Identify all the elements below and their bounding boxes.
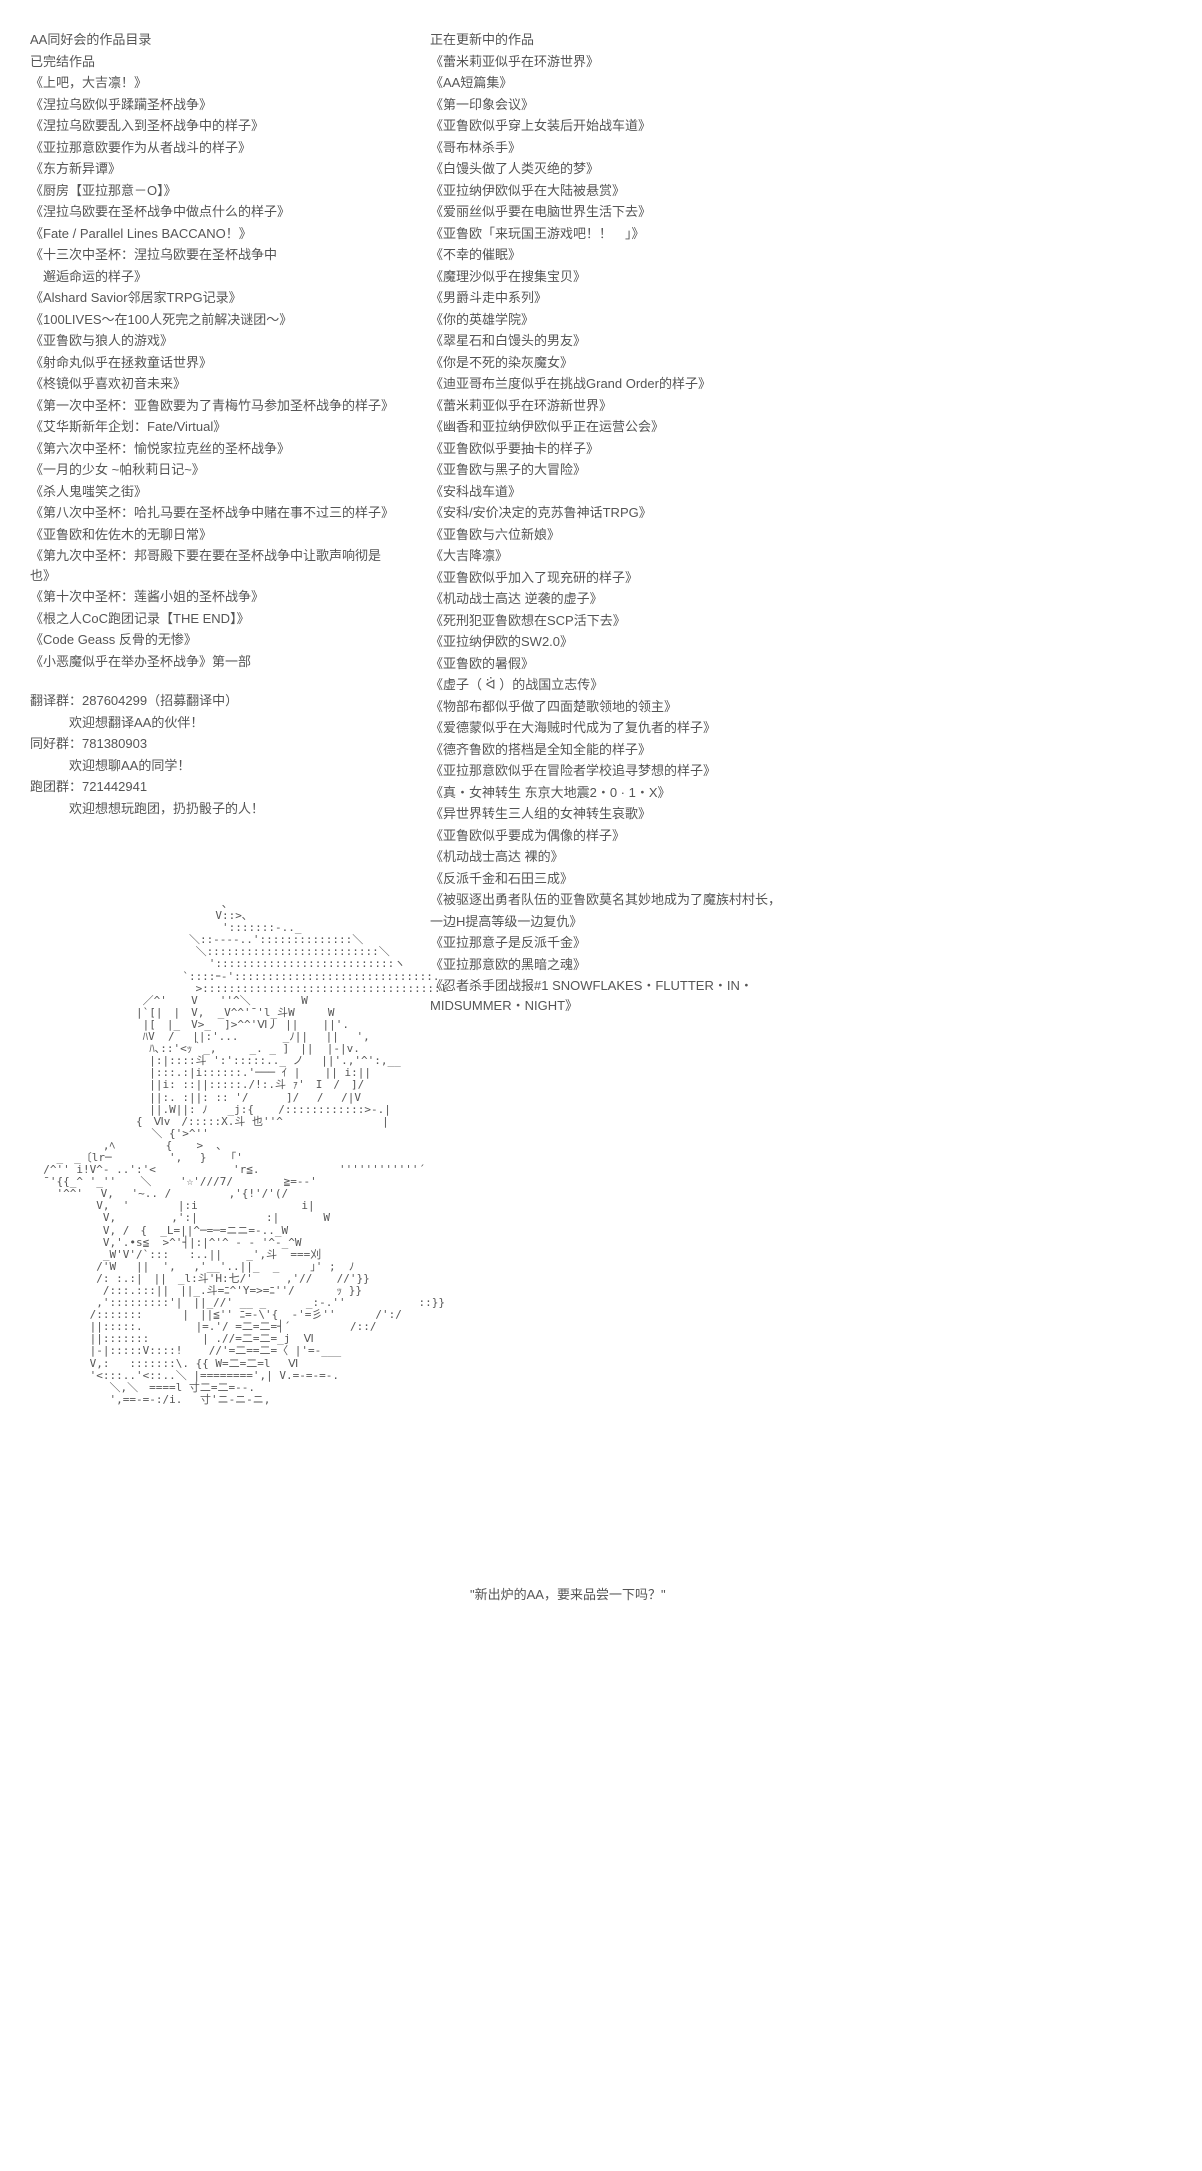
- completed-work-item: 《涅拉乌欧要乱入到圣杯战争中的样子》: [30, 116, 400, 136]
- updating-work-item: 《机动战士高达 逆袭的虚子》: [430, 589, 820, 609]
- updating-work-item: 《你的英雄学院》: [430, 310, 820, 330]
- completed-work-item: 《涅拉乌欧似乎蹂躏圣杯战争》: [30, 95, 400, 115]
- updating-work-item: 《亚拉那意子是反派千金》: [430, 933, 820, 953]
- updating-work-item: 《亚鲁欧「来玩国王游戏吧！！ 」》: [430, 224, 820, 244]
- completed-work-item: 《艾华斯新年企划：Fate/Virtual》: [30, 417, 400, 437]
- completed-work-item: 《第十次中圣杯：莲酱小姐的圣杯战争》: [30, 587, 400, 607]
- updating-work-item: 《德齐鲁欧的搭档是全知全能的样子》: [430, 740, 820, 760]
- updating-work-item: 《白馒头做了人类灭绝的梦》: [430, 159, 820, 179]
- updating-work-item: 《爱丽丝似乎要在电脑世界生活下去》: [430, 202, 820, 222]
- updating-work-item: 一边H提高等级一边复仇》: [430, 912, 820, 932]
- updating-work-item: 《异世界转生三人组的女神转生哀歌》: [430, 804, 820, 824]
- completed-work-item: 《东方新异谭》: [30, 159, 400, 179]
- updating-work-item: 《亚拉那意欧的黑暗之魂》: [430, 955, 820, 975]
- updating-work-item: 《亚鲁欧似乎加入了现充研的样子》: [430, 568, 820, 588]
- updating-work-item: 《忍者杀手团战报#1 SNOWFLAKES・FLUTTER・IN・MIDSUMM…: [430, 976, 820, 1015]
- completed-work-item: 《Code Geass 反骨的无惨》: [30, 630, 400, 650]
- completed-work-item: 《涅拉乌欧要在圣杯战争中做点什么的样子》: [30, 202, 400, 222]
- updating-work-item: 《AA短篇集》: [430, 73, 820, 93]
- catalog-title: AA同好会的作品目录: [30, 30, 400, 50]
- fan-group-sub: 欢迎想聊AA的同学！: [30, 756, 400, 776]
- updating-work-item: 《亚鲁欧似乎要抽卡的样子》: [430, 439, 820, 459]
- trpg-group: 跑团群：721442941: [30, 777, 400, 797]
- completed-work-item: 《亚鲁欧与狼人的游戏》: [30, 331, 400, 351]
- updating-work-item: 《物部布都似乎做了四面楚歌领地的领主》: [430, 697, 820, 717]
- completed-work-item: 《第一次中圣杯：亚鲁欧要为了青梅竹马参加圣杯战争的样子》: [30, 396, 400, 416]
- completed-work-item: 《根之人CoC跑团记录【THE END】》: [30, 609, 400, 629]
- updating-work-item: 《蕾米莉亚似乎在环游新世界》: [430, 396, 820, 416]
- updating-work-item: 《安科战车道》: [430, 482, 820, 502]
- updating-works-list: 《蕾米莉亚似乎在环游世界》《AA短篇集》《第一印象会议》《亚鲁欧似乎穿上女装后开…: [430, 52, 820, 1016]
- completed-work-item: 《射命丸似乎在拯救童话世界》: [30, 353, 400, 373]
- updating-work-item: 《哥布林杀手》: [430, 138, 820, 158]
- updating-work-item: 《翠星石和白馒头的男友》: [430, 331, 820, 351]
- completed-work-item: 邂逅命运的样子》: [30, 267, 400, 287]
- completed-work-item: 《亚鲁欧和佐佐木的无聊日常》: [30, 525, 400, 545]
- updating-work-item: 《亚拉那意欧似乎在冒险者学校追寻梦想的样子》: [430, 761, 820, 781]
- completed-work-item: 《厨房【亚拉那意－O】》: [30, 181, 400, 201]
- updating-work-item: 《安科/安价决定的克苏鲁神话TRPG》: [430, 503, 820, 523]
- updating-work-item: 《亚鲁欧似乎要成为偶像的样子》: [430, 826, 820, 846]
- completed-work-item: 《第八次中圣杯：哈扎马要在圣杯战争中赌在事不过三的样子》: [30, 503, 400, 523]
- updating-work-item: 《亚鲁欧似乎穿上女装后开始战车道》: [430, 116, 820, 136]
- updating-work-item: 《被驱逐出勇者队伍的亚鲁欧莫名其妙地成为了魔族村村长，: [430, 890, 820, 910]
- completed-work-item: 《小恶魔似乎在举办圣杯战争》第一部: [30, 652, 400, 672]
- completed-work-item: 《十三次中圣杯：涅拉乌欧要在圣杯战争中: [30, 245, 400, 265]
- completed-work-item: 《上吧，大吉凛！》: [30, 73, 400, 93]
- fan-group: 同好群：781380903: [30, 734, 400, 754]
- updating-work-item: 《魔理沙似乎在搜集宝贝》: [430, 267, 820, 287]
- ascii-art: ､ V::>､ ':::::::-.._ ＼::----..':::::::::…: [30, 898, 400, 1406]
- quote-text: "新出炉的AA，要来品尝一下吗？": [430, 1585, 820, 1605]
- trpg-group-sub: 欢迎想想玩跑团，扔扔骰子的人！: [30, 799, 400, 819]
- completed-header: 已完结作品: [30, 52, 400, 72]
- completed-work-item: 《杀人鬼嗤笑之街》: [30, 482, 400, 502]
- translate-group: 翻译群：287604299（招募翻译中）: [30, 691, 400, 711]
- updating-work-item: 《不幸的催眠》: [430, 245, 820, 265]
- updating-header: 正在更新中的作品: [430, 30, 820, 50]
- completed-work-item: 《第六次中圣杯：愉悦家拉克丝的圣杯战争》: [30, 439, 400, 459]
- updating-work-item: 《亚拉纳伊欧的SW2.0》: [430, 632, 820, 652]
- updating-work-item: 《蕾米莉亚似乎在环游世界》: [430, 52, 820, 72]
- updating-work-item: 《真・女神转生 东京大地震2・0 · 1・X》: [430, 783, 820, 803]
- updating-work-item: 《亚鲁欧与黑子的大冒险》: [430, 460, 820, 480]
- updating-work-item: 《幽香和亚拉纳伊欧似乎正在运营公会》: [430, 417, 820, 437]
- updating-work-item: 《反派千金和石田三成》: [430, 869, 820, 889]
- updating-work-item: 《亚鲁欧的暑假》: [430, 654, 820, 674]
- completed-work-item: 《第九次中圣杯：邦哥殿下要在要在圣杯战争中让歌声响彻是也》: [30, 546, 400, 585]
- updating-work-item: 《大吉降凛》: [430, 546, 820, 566]
- updating-work-item: 《第一印象会议》: [430, 95, 820, 115]
- translate-group-sub: 欢迎想翻译AA的伙伴！: [30, 713, 400, 733]
- groups-block: 翻译群：287604299（招募翻译中） 欢迎想翻译AA的伙伴！ 同好群：781…: [30, 691, 400, 818]
- completed-work-item: 《100LIVES～在100人死完之前解决谜团～》: [30, 310, 400, 330]
- updating-work-item: 《爱德蒙似乎在大海贼时代成为了复仇者的样子》: [430, 718, 820, 738]
- updating-work-item: 《亚鲁欧与六位新娘》: [430, 525, 820, 545]
- completed-works-list: 《上吧，大吉凛！》《涅拉乌欧似乎蹂躏圣杯战争》《涅拉乌欧要乱入到圣杯战争中的样子…: [30, 73, 400, 671]
- left-column: AA同好会的作品目录 已完结作品 《上吧，大吉凛！》《涅拉乌欧似乎蹂躏圣杯战争》…: [30, 30, 400, 1605]
- completed-work-item: 《一月的少女 ~帕秋莉日记~》: [30, 460, 400, 480]
- updating-work-item: 《死刑犯亚鲁欧想在SCP活下去》: [430, 611, 820, 631]
- updating-work-item: 《男爵斗走中系列》: [430, 288, 820, 308]
- updating-work-item: 《虚子（ ᐛ ）的战国立志传》: [430, 675, 820, 695]
- updating-work-item: 《你是不死的染灰魔女》: [430, 353, 820, 373]
- completed-work-item: 《柊镜似乎喜欢初音未来》: [30, 374, 400, 394]
- completed-work-item: 《亚拉那意欧要作为从者战斗的样子》: [30, 138, 400, 158]
- completed-work-item: 《Fate / Parallel Lines BACCANO！》: [30, 224, 400, 244]
- updating-work-item: 《亚拉纳伊欧似乎在大陆被悬赏》: [430, 181, 820, 201]
- updating-work-item: 《机动战士高达 裸的》: [430, 847, 820, 867]
- right-column: 正在更新中的作品 《蕾米莉亚似乎在环游世界》《AA短篇集》《第一印象会议》《亚鲁…: [430, 30, 820, 1605]
- updating-work-item: 《迪亚哥布兰度似乎在挑战Grand Order的样子》: [430, 374, 820, 394]
- completed-work-item: 《Alshard Savior邻居家TRPG记录》: [30, 288, 400, 308]
